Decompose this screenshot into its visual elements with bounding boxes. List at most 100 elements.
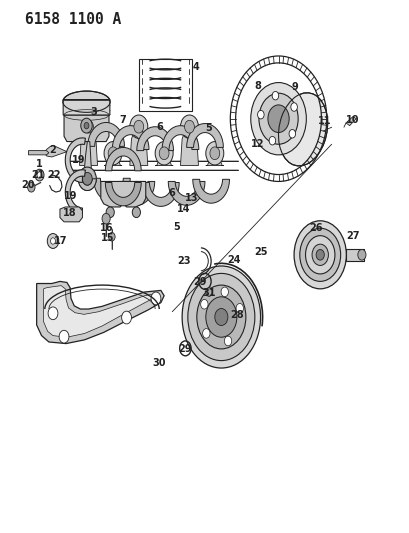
Text: 10: 10 (345, 115, 359, 125)
Circle shape (214, 309, 227, 326)
Polygon shape (63, 91, 110, 115)
Circle shape (202, 329, 209, 338)
Bar (346, 249, 364, 261)
Polygon shape (180, 127, 198, 165)
Text: 6: 6 (156, 122, 163, 132)
Polygon shape (36, 281, 164, 344)
Polygon shape (155, 154, 173, 165)
Circle shape (272, 92, 278, 100)
Circle shape (187, 273, 254, 361)
Text: 15: 15 (101, 233, 114, 244)
Text: 25: 25 (254, 247, 267, 256)
Circle shape (299, 228, 340, 281)
Polygon shape (45, 146, 67, 157)
Text: 17: 17 (54, 236, 68, 246)
Polygon shape (162, 126, 198, 150)
Polygon shape (43, 286, 157, 337)
Circle shape (81, 118, 92, 133)
Circle shape (82, 172, 92, 185)
Polygon shape (88, 123, 124, 147)
Polygon shape (64, 115, 109, 142)
Circle shape (205, 142, 223, 165)
Text: 2: 2 (49, 144, 56, 155)
Text: 29: 29 (193, 278, 207, 287)
Circle shape (48, 307, 58, 320)
Text: 31: 31 (202, 288, 215, 298)
Circle shape (293, 221, 346, 289)
Circle shape (200, 300, 207, 309)
Circle shape (78, 167, 96, 190)
Text: 21: 21 (31, 170, 45, 180)
Circle shape (151, 292, 160, 305)
Text: 19: 19 (64, 191, 78, 201)
Circle shape (236, 303, 243, 313)
Circle shape (268, 136, 275, 145)
Polygon shape (186, 124, 223, 148)
Circle shape (305, 236, 334, 274)
Circle shape (130, 115, 147, 139)
Text: 5: 5 (173, 222, 179, 232)
Circle shape (315, 249, 324, 260)
Polygon shape (65, 169, 85, 214)
Text: 14: 14 (177, 204, 190, 214)
Circle shape (37, 172, 42, 178)
Text: 6: 6 (168, 188, 175, 198)
Text: 11: 11 (317, 116, 330, 126)
Text: 1: 1 (36, 159, 43, 169)
Circle shape (35, 169, 44, 181)
Polygon shape (93, 178, 130, 202)
Text: 6158 1100 A: 6158 1100 A (25, 12, 121, 27)
Circle shape (108, 147, 118, 160)
Polygon shape (84, 142, 91, 177)
Text: 23: 23 (177, 256, 190, 266)
Polygon shape (65, 138, 85, 182)
Text: 8: 8 (254, 81, 261, 91)
Polygon shape (137, 127, 173, 151)
Polygon shape (79, 127, 97, 165)
Circle shape (267, 105, 288, 133)
Polygon shape (130, 127, 147, 165)
Circle shape (79, 115, 97, 139)
Polygon shape (345, 117, 355, 126)
Polygon shape (105, 148, 141, 171)
Text: 12: 12 (250, 139, 263, 149)
Text: 19: 19 (72, 155, 86, 165)
Polygon shape (168, 181, 204, 205)
Circle shape (84, 123, 89, 129)
Circle shape (132, 207, 140, 217)
Polygon shape (112, 126, 148, 150)
Circle shape (257, 110, 263, 119)
Text: 9: 9 (291, 82, 297, 92)
Text: 30: 30 (152, 358, 166, 368)
Circle shape (121, 311, 131, 324)
Circle shape (205, 297, 236, 337)
Circle shape (209, 147, 219, 160)
Polygon shape (60, 207, 82, 222)
Polygon shape (205, 154, 223, 165)
Circle shape (184, 120, 194, 133)
Bar (139, 59, 191, 111)
Circle shape (258, 93, 297, 144)
Polygon shape (101, 181, 145, 207)
Polygon shape (104, 154, 122, 165)
Circle shape (50, 238, 55, 244)
Circle shape (102, 213, 110, 224)
Text: 27: 27 (345, 231, 359, 241)
Polygon shape (142, 182, 179, 206)
Polygon shape (192, 179, 229, 203)
Circle shape (290, 103, 297, 111)
Polygon shape (118, 181, 154, 205)
Circle shape (83, 120, 93, 133)
Ellipse shape (278, 93, 327, 166)
Circle shape (224, 336, 231, 346)
Circle shape (47, 233, 58, 248)
Circle shape (180, 115, 198, 139)
Text: 13: 13 (185, 193, 198, 204)
Circle shape (250, 83, 306, 155)
Text: 5: 5 (205, 123, 212, 133)
Circle shape (104, 142, 122, 165)
Circle shape (155, 142, 173, 165)
Text: 7: 7 (119, 115, 126, 125)
Circle shape (220, 287, 228, 297)
Circle shape (134, 120, 144, 133)
